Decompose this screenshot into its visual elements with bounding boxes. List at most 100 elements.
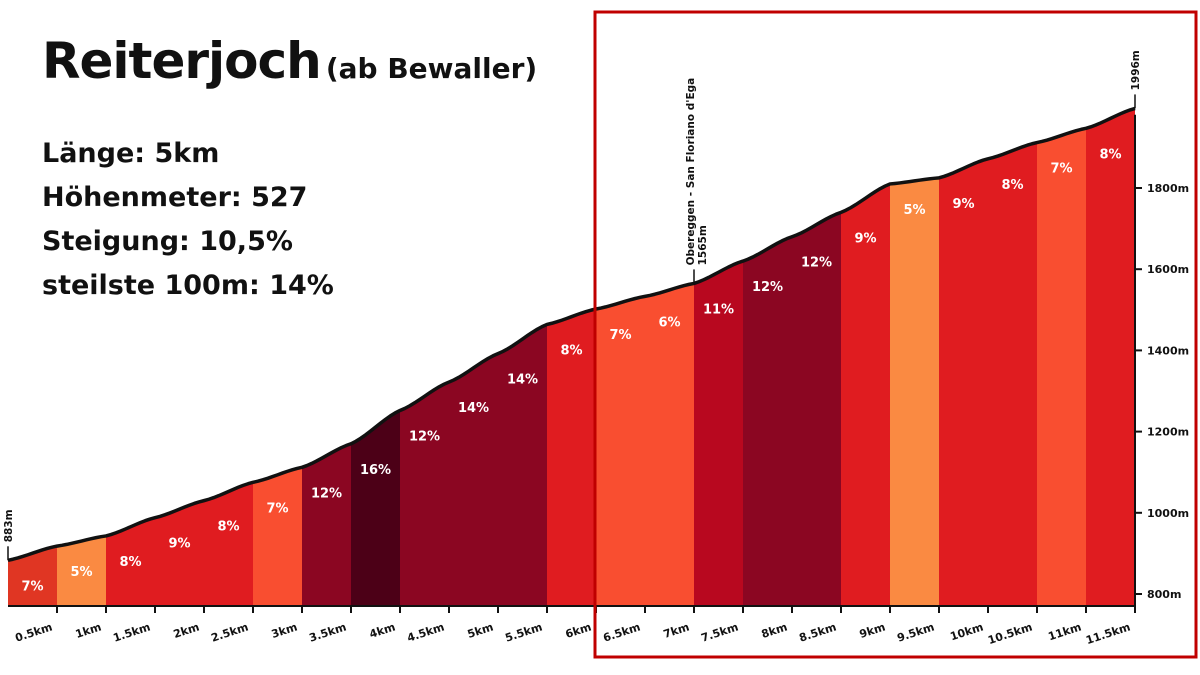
- annotation-label: 883m: [3, 509, 15, 542]
- x-tick-label: 1.5km: [112, 620, 152, 644]
- x-tick-label: 10km: [948, 620, 984, 643]
- gradient-labels: 7% 5% 8% 9% 8% 7% 12% 16% 12% 14% 14% 8% 7% 6% 11% 12% 1…: [21, 147, 1121, 594]
- y-tick-label: 1000m: [1147, 507, 1189, 520]
- segment-area: [449, 353, 498, 606]
- x-tick-label: 3.5km: [308, 620, 348, 644]
- segment-gradient-label: 8%: [1099, 147, 1121, 162]
- profile-line: [7, 106, 1136, 563]
- segment-area: [792, 212, 841, 607]
- segment-gradient-label: 7%: [266, 501, 288, 516]
- segment-gradient-label: 8%: [119, 555, 141, 570]
- x-tick-label: 5km: [466, 620, 495, 641]
- segment-gradient-label: 8%: [1001, 178, 1023, 193]
- stat-gradient-value: 10,5%: [199, 226, 293, 257]
- page-title: Reiterjoch: [42, 32, 322, 90]
- page-subtitle: (ab Bewaller): [325, 52, 538, 85]
- x-tick-label: 5.5km: [504, 620, 544, 644]
- stat-gradient: Steigung: 10,5%: [42, 220, 334, 264]
- x-tick-label: 11.5km: [1084, 620, 1132, 647]
- segment-gradient-label: 12%: [311, 486, 342, 501]
- segment-gradient-label: 6%: [658, 315, 680, 330]
- segment-gradient-label: 5%: [70, 565, 92, 580]
- y-tick-label: 1200m: [1147, 426, 1189, 439]
- x-tick-label: 6km: [564, 620, 593, 641]
- segment-gradient-label: 9%: [168, 537, 190, 552]
- segment-gradient-label: 14%: [458, 401, 489, 416]
- segment-gradient-label: 12%: [752, 280, 783, 295]
- segment-area: [1086, 108, 1135, 607]
- segment-area: [988, 142, 1037, 606]
- segment-gradient-label: 7%: [609, 328, 631, 343]
- annotation-label: Obereggen - San Floriano d'Ega: [685, 78, 697, 266]
- stat-gradient-label: Steigung:: [42, 226, 190, 257]
- x-tick-label: 4km: [368, 620, 397, 641]
- segment-area: [351, 410, 400, 606]
- stat-length-value: 5km: [154, 138, 220, 169]
- segment-area: [890, 177, 939, 606]
- segment-area: [939, 158, 988, 606]
- gradient-segments: [8, 108, 1135, 607]
- x-tick-label: 7.5km: [700, 620, 740, 644]
- y-tick-label: 1600m: [1147, 263, 1189, 276]
- stat-steepest-label: steilste 100m:: [42, 270, 260, 301]
- stat-elevation: Höhenmeter: 527: [42, 176, 334, 220]
- x-tick-label: 10.5km: [986, 620, 1034, 647]
- segment-gradient-label: 11%: [703, 302, 734, 317]
- segment-area: [547, 308, 596, 606]
- x-tick-label: 2.5km: [210, 620, 250, 644]
- highlight-rectangle: [593, 10, 1198, 659]
- segment-gradient-label: 16%: [360, 463, 391, 478]
- segment-area: [498, 324, 547, 606]
- highlight-box: [593, 10, 1198, 659]
- segment-area: [155, 500, 204, 606]
- segment-area: [253, 467, 302, 606]
- segment-gradient-label: 7%: [1050, 162, 1072, 177]
- x-tick-label: 9.5km: [896, 620, 936, 644]
- segment-gradient-label: 9%: [952, 197, 974, 212]
- segment-area: [302, 443, 351, 606]
- annotation-sublabel: 1565m: [697, 225, 709, 265]
- profile-outline: [7, 106, 1136, 563]
- segment-gradient-label: 12%: [409, 430, 440, 445]
- x-tick-label: 4.5km: [406, 620, 446, 644]
- x-tick-label: 1km: [74, 620, 103, 641]
- stats-block: Länge: 5km Höhenmeter: 527 Steigung: 10,…: [42, 132, 334, 308]
- x-tick-label: 11km: [1046, 620, 1082, 643]
- segment-gradient-label: 14%: [507, 373, 538, 388]
- title-block: Reiterjoch (ab Bewaller): [42, 32, 537, 90]
- segment-area: [694, 261, 743, 606]
- stat-steepest-value: 14%: [269, 270, 334, 301]
- x-tick-label: 6.5km: [602, 620, 642, 644]
- x-tick-label: 3km: [270, 620, 299, 641]
- x-tick-label: 2km: [172, 620, 201, 641]
- stat-elevation-value: 527: [251, 182, 308, 213]
- x-tick-label: 8km: [760, 620, 789, 641]
- annotations: 883m Obereggen - San Floriano d'Ega 1565m 1…: [3, 50, 1142, 561]
- segment-gradient-label: 8%: [560, 343, 582, 358]
- x-tick-label: 8.5km: [798, 620, 838, 644]
- segment-gradient-label: 9%: [854, 231, 876, 246]
- x-tick-label: 0.5km: [14, 620, 54, 644]
- segment-area: [204, 482, 253, 606]
- x-tick-label: 7km: [662, 620, 691, 641]
- segment-gradient-label: 12%: [801, 256, 832, 271]
- segment-area: [106, 517, 155, 606]
- x-tick-label: 9km: [858, 620, 887, 641]
- segment-area: [400, 382, 449, 606]
- segment-area: [645, 283, 694, 606]
- segment-area: [743, 236, 792, 606]
- y-tick-label: 1800m: [1147, 182, 1189, 195]
- stat-steepest: steilste 100m: 14%: [42, 264, 334, 308]
- stat-length-label: Länge:: [42, 138, 146, 169]
- segment-area: [596, 296, 645, 606]
- y-tick-label: 1400m: [1147, 344, 1189, 357]
- stat-elevation-label: Höhenmeter:: [42, 182, 242, 213]
- segment-gradient-label: 8%: [217, 520, 239, 535]
- segment-area: [57, 535, 106, 606]
- annotation-label: 1996m: [1130, 50, 1142, 90]
- segment-area: [841, 183, 890, 606]
- stat-length: Länge: 5km: [42, 132, 334, 176]
- segment-area: [1037, 128, 1086, 606]
- segment-gradient-label: 7%: [21, 579, 43, 594]
